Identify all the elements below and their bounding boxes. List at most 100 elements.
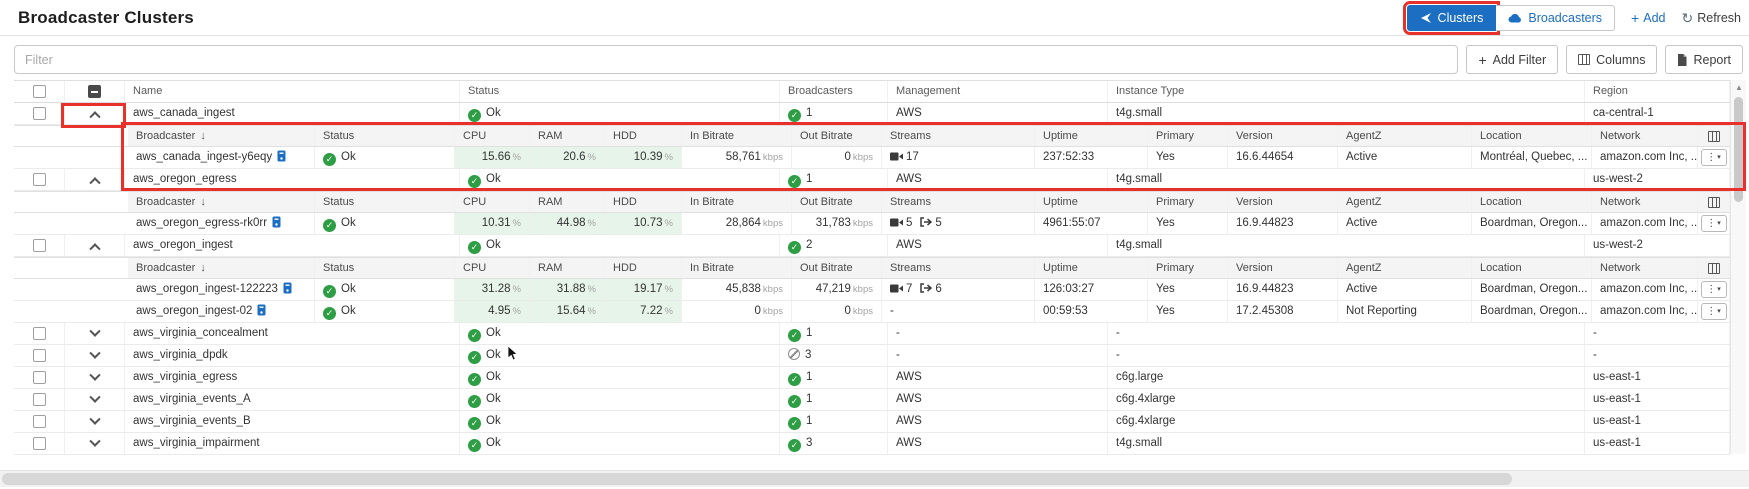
- row-actions-menu-button[interactable]: ⋮ ▾: [1700, 215, 1727, 232]
- subcolumn-header-streams[interactable]: Streams: [882, 126, 1035, 146]
- subcolumn-header-agentz[interactable]: AgentZ: [1338, 258, 1472, 278]
- column-header-instance-type[interactable]: Instance Type: [1108, 81, 1585, 102]
- subcolumn-header-primary[interactable]: Primary: [1148, 126, 1228, 146]
- broadcaster-row-aws_oregon_egress-rk0rr[interactable]: aws_oregon_egress-rk0rr ✓ Ok 10.31% 44.98% 10…: [14, 213, 1730, 235]
- subcolumn-header-status[interactable]: Status: [315, 258, 455, 278]
- subcolumn-header-cpu[interactable]: CPU: [455, 192, 530, 212]
- cluster-row-aws_virginia_dpdk[interactable]: aws_virginia_dpdk ✓ Ok 3- - -: [14, 345, 1730, 367]
- row-checkbox[interactable]: [32, 371, 46, 384]
- subcolumn-header-location[interactable]: Location: [1472, 258, 1592, 278]
- subcolumn-header-broadcaster[interactable]: Broadcaster ↓: [128, 126, 315, 146]
- subtable-columns-icon[interactable]: [1707, 196, 1720, 208]
- vertical-scrollbar-thumb[interactable]: [1734, 97, 1743, 202]
- add-filter-button[interactable]: + Add Filter: [1466, 45, 1559, 74]
- cluster-row-aws_virginia_events_A[interactable]: aws_virginia_events_A ✓ Ok ✓ 1 AWS c6g.4xlarge…: [14, 389, 1730, 411]
- subcolumn-header-uptime[interactable]: Uptime: [1035, 192, 1148, 212]
- chevron-down-icon[interactable]: [88, 369, 101, 381]
- subcolumn-header-network[interactable]: Network: [1592, 126, 1698, 146]
- chevron-down-icon[interactable]: [88, 391, 101, 403]
- row-actions-menu-button[interactable]: ⋮ ▾: [1700, 281, 1727, 298]
- cluster-row-aws_canada_ingest[interactable]: aws_canada_ingest ✓ Ok ✓ 1 AWS t4g.small ca-cen…: [14, 103, 1730, 125]
- broadcaster-row-aws_oregon_ingest-122223[interactable]: aws_oregon_ingest-122223 ✓ Ok 31.28% 31.88% 1…: [14, 279, 1730, 301]
- subtable-columns-icon[interactable]: [1707, 262, 1720, 274]
- subcolumn-header-streams[interactable]: Streams: [882, 258, 1035, 278]
- row-checkbox[interactable]: [32, 437, 46, 450]
- subcolumn-header-out-bitrate[interactable]: Out Bitrate: [792, 258, 882, 278]
- subcolumn-header-broadcaster[interactable]: Broadcaster ↓: [128, 258, 315, 278]
- subcolumn-header-location[interactable]: Location: [1472, 192, 1592, 212]
- subcolumn-header-version[interactable]: Version: [1228, 126, 1338, 146]
- cluster-row-aws_virginia_events_B[interactable]: aws_virginia_events_B ✓ Ok ✓ 1 AWS c6g.4xlarge…: [14, 411, 1730, 433]
- subcolumn-header-ram[interactable]: RAM: [530, 258, 605, 278]
- clusters-toggle-button[interactable]: Clusters: [1402, 0, 1501, 35]
- scroll-up-arrow[interactable]: ▲: [1735, 83, 1743, 92]
- subcolumn-header-out-bitrate[interactable]: Out Bitrate: [792, 192, 882, 212]
- row-checkbox[interactable]: [32, 239, 46, 252]
- subcolumn-header-status[interactable]: Status: [315, 126, 455, 146]
- subcolumn-header-network[interactable]: Network: [1592, 192, 1698, 212]
- select-all-checkbox[interactable]: [32, 85, 46, 98]
- broadcaster-row-aws_oregon_ingest-02[interactable]: aws_oregon_ingest-02 ✓ Ok 4.95% 15.64% 7.22% 0…: [14, 301, 1730, 323]
- broadcasters-toggle-button[interactable]: Broadcasters: [1496, 4, 1616, 31]
- subcolumn-header-in-bitrate[interactable]: In Bitrate: [682, 258, 792, 278]
- broadcaster-row-aws_canada_ingest-y6eqy[interactable]: aws_canada_ingest-y6eqy ✓ Ok 15.66% 20.6% 10.…: [14, 147, 1730, 169]
- row-checkbox[interactable]: [32, 393, 46, 406]
- column-header-name[interactable]: Name: [125, 81, 460, 102]
- subcolumn-header-hdd[interactable]: HDD: [605, 192, 682, 212]
- add-button[interactable]: + Add: [1631, 11, 1665, 25]
- subcolumn-header-hdd[interactable]: HDD: [605, 258, 682, 278]
- row-actions-menu-button[interactable]: ⋮ ▾: [1700, 303, 1727, 320]
- subcolumn-header-primary[interactable]: Primary: [1148, 258, 1228, 278]
- cluster-row-aws_virginia_impairment[interactable]: aws_virginia_impairment ✓ Ok ✓ 3 AWS t4g.small…: [14, 433, 1730, 455]
- subcolumn-header-broadcaster[interactable]: Broadcaster ↓: [128, 192, 315, 212]
- cluster-row-aws_virginia_concealment[interactable]: aws_virginia_concealment ✓ Ok ✓ 1- - -: [14, 323, 1730, 345]
- subcolumn-header-cpu[interactable]: CPU: [455, 258, 530, 278]
- row-checkbox[interactable]: [32, 415, 46, 428]
- vertical-scrollbar[interactable]: ▲: [1730, 80, 1746, 454]
- chevron-up-icon[interactable]: [88, 242, 101, 254]
- row-actions-menu-button[interactable]: ⋮ ▾: [1700, 149, 1727, 166]
- cluster-row-aws_oregon_ingest[interactable]: aws_oregon_ingest ✓ Ok ✓ 2 AWS t4g.small us-wes…: [14, 235, 1730, 257]
- subcolumn-header-agentz[interactable]: AgentZ: [1338, 126, 1472, 146]
- subcolumn-header-hdd[interactable]: HDD: [605, 126, 682, 146]
- chevron-down-icon[interactable]: [88, 347, 101, 359]
- column-header-status[interactable]: Status: [460, 81, 780, 102]
- chevron-down-icon[interactable]: [88, 435, 101, 447]
- column-header-broadcasters[interactable]: Broadcasters: [780, 81, 888, 102]
- subcolumn-header-uptime[interactable]: Uptime: [1035, 126, 1148, 146]
- subcolumn-header-version[interactable]: Version: [1228, 192, 1338, 212]
- chevron-down-icon[interactable]: [88, 325, 101, 337]
- column-header-region[interactable]: Region: [1585, 81, 1730, 102]
- chevron-up-icon[interactable]: [88, 176, 101, 188]
- filter-input[interactable]: [14, 45, 1459, 74]
- cluster-row-aws_virginia_egress[interactable]: aws_virginia_egress ✓ Ok ✓ 1 AWS c6g.large us-e…: [14, 367, 1730, 389]
- subcolumn-header-in-bitrate[interactable]: In Bitrate: [682, 126, 792, 146]
- subcolumn-header-cpu[interactable]: CPU: [455, 126, 530, 146]
- subcolumn-header-agentz[interactable]: AgentZ: [1338, 192, 1472, 212]
- subcolumn-header-primary[interactable]: Primary: [1148, 192, 1228, 212]
- cluster-row-aws_oregon_egress[interactable]: aws_oregon_egress ✓ Ok ✓ 1 AWS t4g.small us-wes…: [14, 169, 1730, 191]
- chevron-up-icon[interactable]: [88, 110, 101, 122]
- subcolumn-header-streams[interactable]: Streams: [882, 192, 1035, 212]
- collapse-all-icon[interactable]: [88, 85, 101, 98]
- subcolumn-header-status[interactable]: Status: [315, 192, 455, 212]
- row-checkbox[interactable]: [32, 327, 46, 340]
- subcolumn-header-in-bitrate[interactable]: In Bitrate: [682, 192, 792, 212]
- columns-button[interactable]: Columns: [1566, 45, 1658, 74]
- subcolumn-header-ram[interactable]: RAM: [530, 192, 605, 212]
- subcolumn-header-uptime[interactable]: Uptime: [1035, 258, 1148, 278]
- subcolumn-header-version[interactable]: Version: [1228, 258, 1338, 278]
- row-checkbox[interactable]: [32, 349, 46, 362]
- refresh-button[interactable]: ↻ Refresh: [1681, 11, 1741, 25]
- row-checkbox[interactable]: [32, 173, 46, 186]
- column-header-management[interactable]: Management: [888, 81, 1108, 102]
- horizontal-scrollbar[interactable]: [0, 470, 1749, 487]
- subcolumn-header-location[interactable]: Location: [1472, 126, 1592, 146]
- subcolumn-header-out-bitrate[interactable]: Out Bitrate: [792, 126, 882, 146]
- subcolumn-header-ram[interactable]: RAM: [530, 126, 605, 146]
- report-button[interactable]: Report: [1665, 45, 1743, 74]
- subtable-columns-icon[interactable]: [1707, 130, 1720, 142]
- chevron-down-icon[interactable]: [88, 413, 101, 425]
- row-checkbox[interactable]: [32, 107, 46, 120]
- subcolumn-header-network[interactable]: Network: [1592, 258, 1698, 278]
